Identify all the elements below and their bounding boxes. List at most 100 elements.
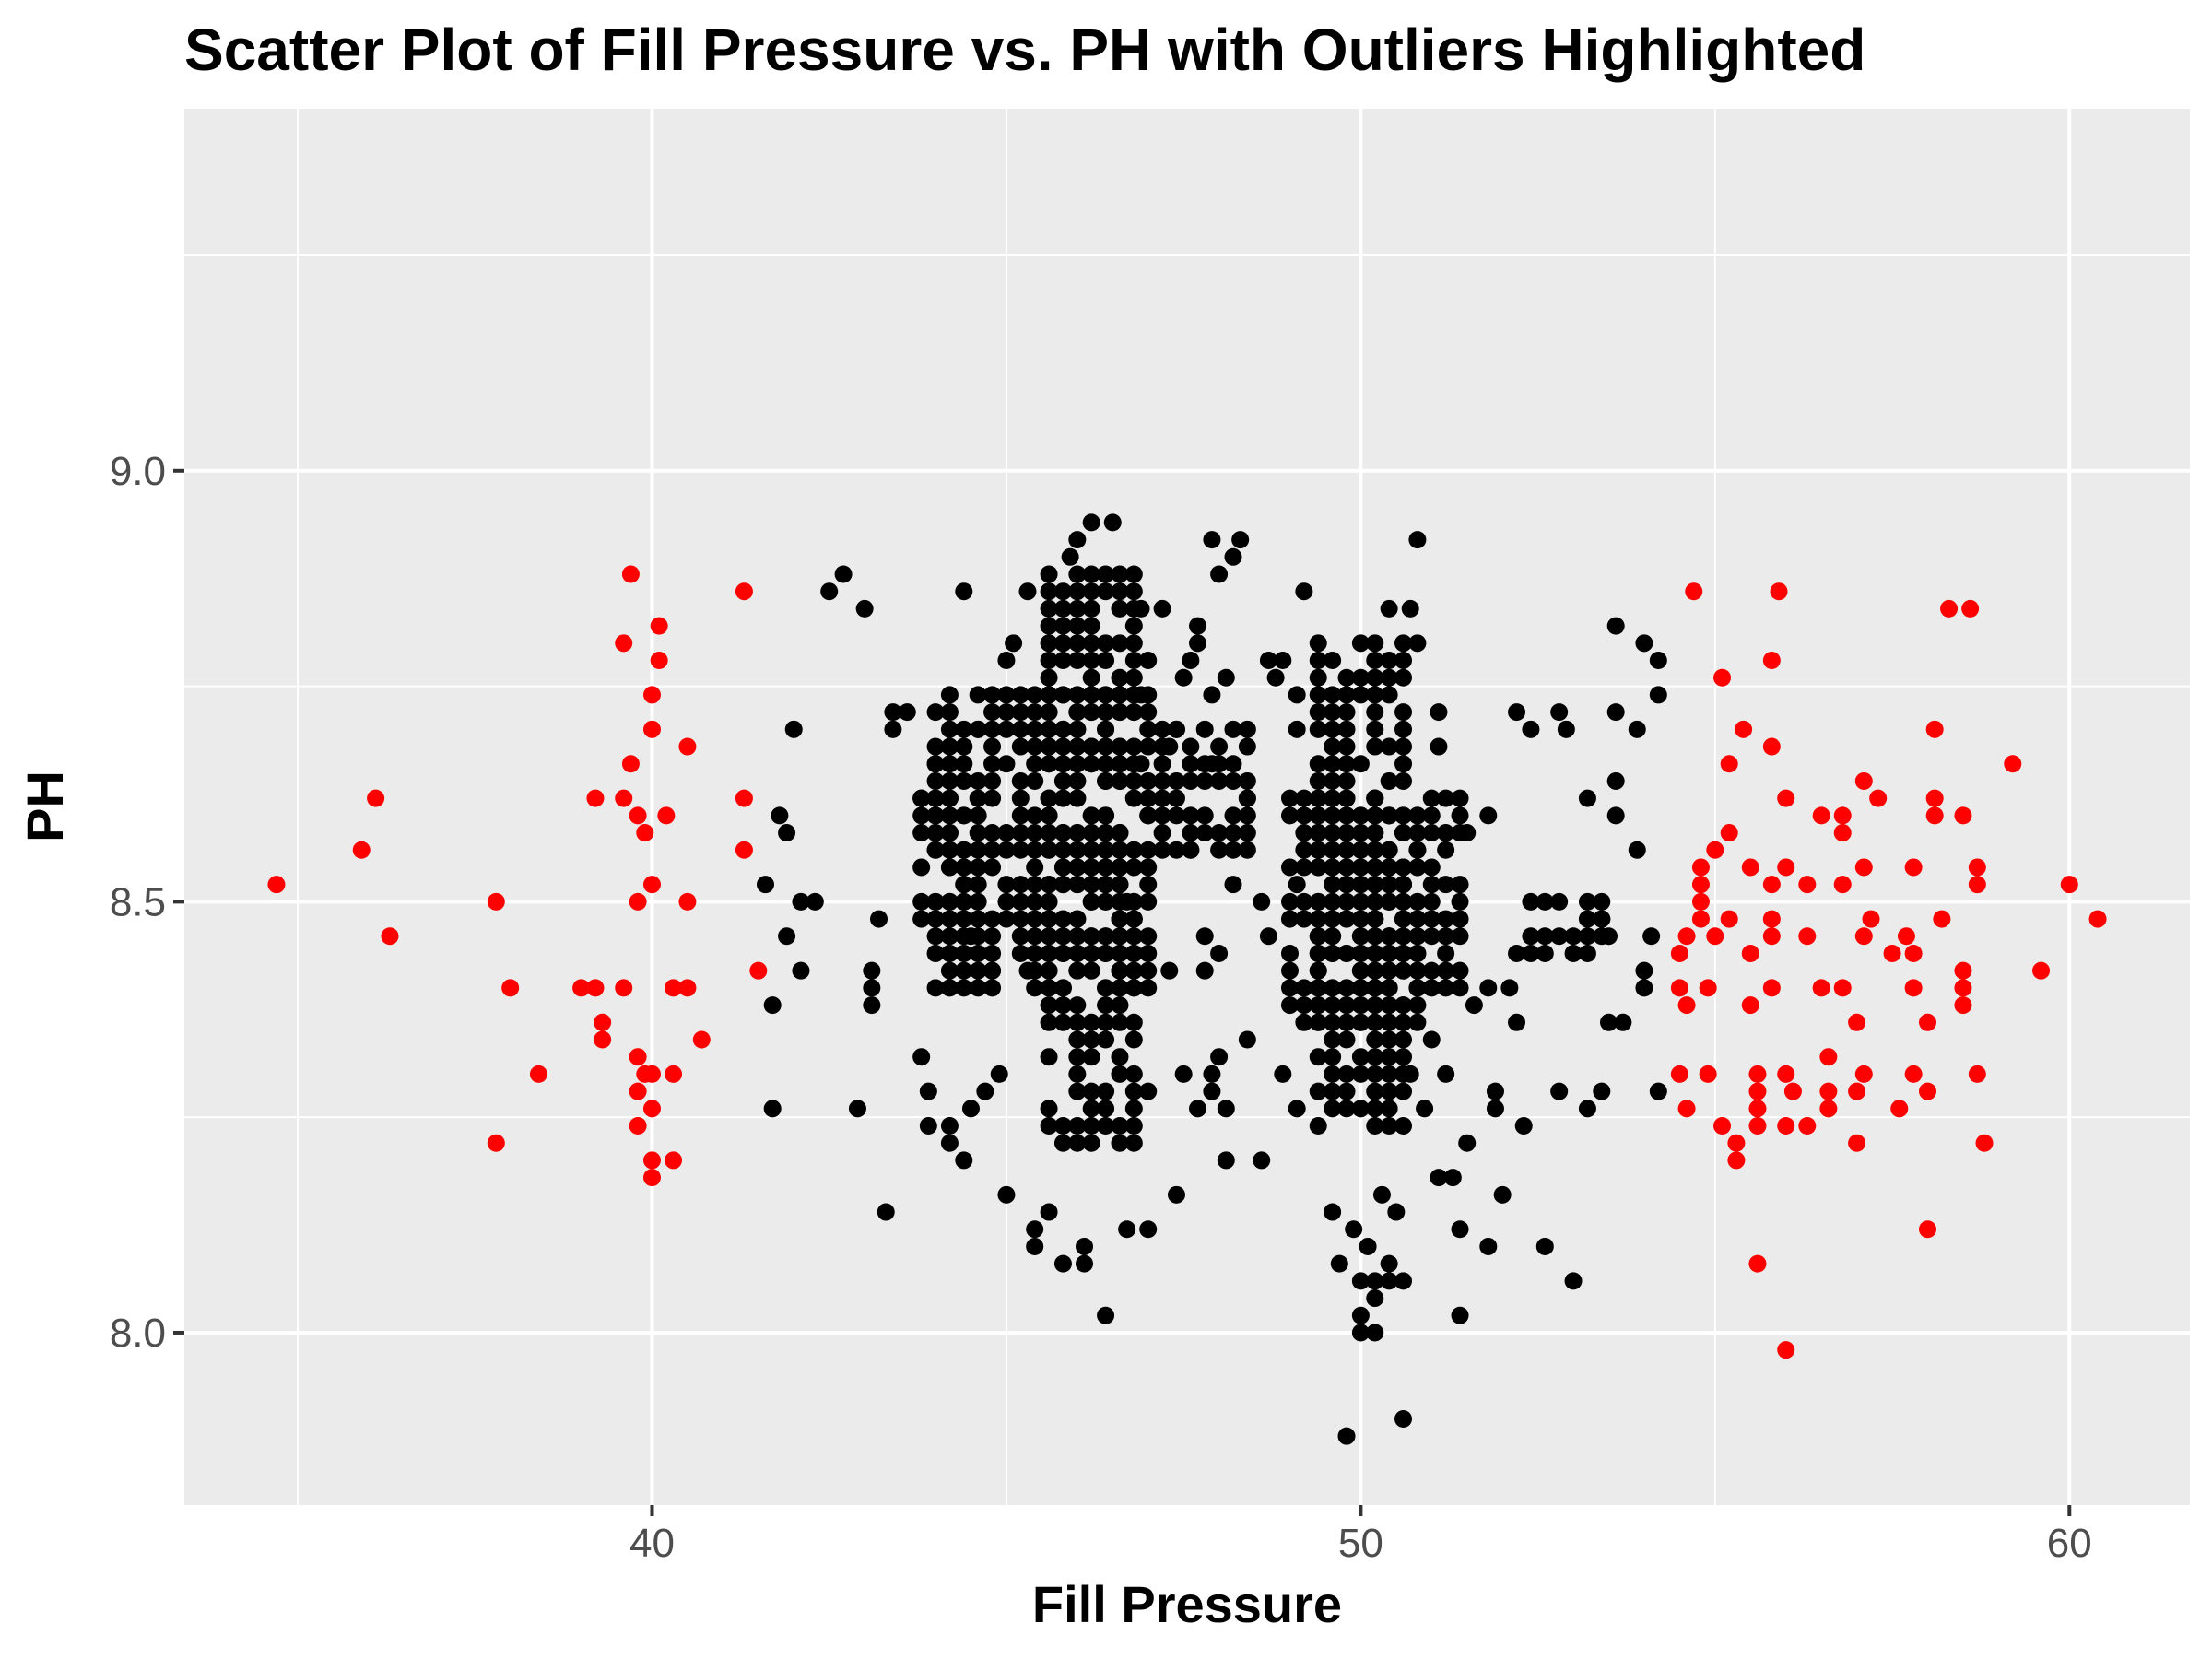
data-point [1309,720,1327,738]
outlier-point [1954,806,1972,825]
data-point [1351,1013,1370,1031]
data-point [1231,531,1250,549]
data-point [1366,927,1384,946]
data-point [926,910,945,928]
data-point [969,910,987,928]
data-point [983,737,1002,756]
data-point [1366,961,1384,980]
data-point [926,892,945,911]
outlier-point [1777,789,1795,807]
y-axis-title: PH [16,771,74,842]
data-point [1437,927,1455,946]
data-point [926,944,945,962]
data-point [1351,668,1370,687]
data-point [1366,1048,1384,1066]
data-point [912,789,931,807]
data-point [1182,737,1200,756]
data-point [1422,910,1441,928]
data-point [1324,703,1342,722]
data-point [1124,582,1143,601]
data-point [1082,806,1100,825]
data-point [1394,720,1413,738]
data-point [1124,652,1143,670]
data-point [997,910,1016,928]
data-point [1224,720,1242,738]
data-point [1280,944,1299,962]
data-point [1195,927,1214,946]
data-point [1408,858,1427,877]
data-point [1139,979,1158,997]
data-point [1097,892,1115,911]
data-point [1124,668,1143,687]
data-point [1139,944,1158,962]
data-point [1111,1134,1129,1152]
data-point [1068,1065,1087,1083]
data-point [1040,565,1058,583]
data-point [1040,1117,1058,1135]
y-tick-label: 9.0 [110,449,166,494]
data-point [1366,944,1384,962]
data-point [1026,1237,1044,1255]
data-point [1324,910,1342,928]
data-point [1097,996,1115,1015]
outlier-point [1762,737,1781,756]
data-point [1295,806,1313,825]
data-point [1124,892,1143,911]
outlier-point [1848,1082,1866,1100]
data-point [1451,789,1469,807]
outlier-point [621,565,640,583]
data-point [1040,737,1058,756]
data-point [983,789,1002,807]
outlier-point [1677,1100,1696,1118]
data-point [1522,944,1540,962]
data-point [1309,668,1327,687]
data-point [1082,944,1100,962]
data-point [1040,789,1058,807]
data-point [955,944,973,962]
data-point [1550,927,1569,946]
data-point [1366,1117,1384,1135]
data-point [983,686,1002,704]
data-point [1082,892,1100,911]
outlier-point [629,1117,647,1135]
data-point [1082,876,1100,894]
data-point [1259,927,1277,946]
outlier-point [1777,1117,1795,1135]
data-point [1224,806,1242,825]
data-point [1337,892,1356,911]
data-point [1153,755,1171,773]
data-point [1380,841,1398,859]
data-point [1380,1013,1398,1031]
data-point [1337,668,1356,687]
outlier-point [629,1082,647,1100]
data-point [1097,582,1115,601]
outlier-point [529,1065,547,1083]
data-point [1394,910,1413,928]
x-axis-title: Fill Pressure [1032,1575,1342,1633]
data-point [912,806,931,825]
data-point [848,1100,866,1118]
data-point [1649,686,1667,704]
outlier-point [594,1030,612,1049]
data-point [1068,703,1087,722]
data-point [1097,858,1115,877]
data-point [806,892,824,911]
data-point [1124,1100,1143,1118]
data-point [1082,703,1100,722]
data-point [1394,1030,1413,1049]
data-point [1111,755,1129,773]
data-point [1324,1030,1342,1049]
chart-title: Scatter Plot of Fill Pressure vs. PH wit… [184,17,1865,83]
data-point [1040,755,1058,773]
data-point [926,824,945,842]
data-point [1053,617,1072,635]
data-point [1026,876,1044,894]
data-point [1068,737,1087,756]
data-point [1053,582,1072,601]
data-point [1026,841,1044,859]
data-point [1486,1100,1504,1118]
data-point [1068,944,1087,962]
data-point [1097,841,1115,859]
outlier-point [1848,1013,1866,1031]
data-point [926,789,945,807]
